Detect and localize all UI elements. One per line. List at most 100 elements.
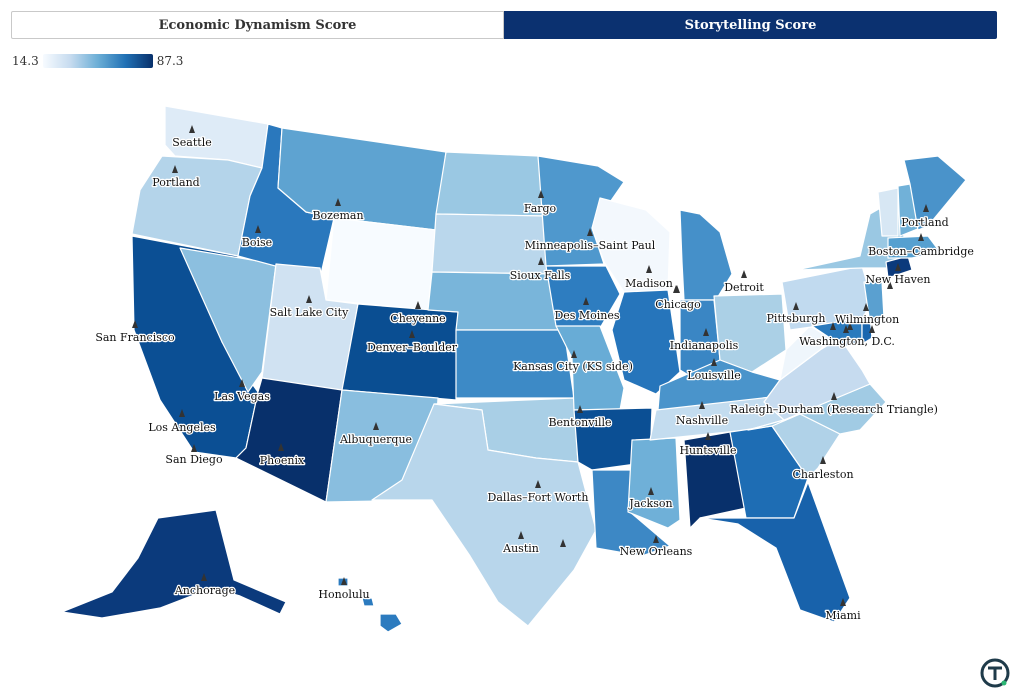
city-label: Boston–Cambridge bbox=[868, 245, 974, 258]
city-marker-icon[interactable] bbox=[583, 297, 589, 305]
city-label: Kansas City (KS side) bbox=[513, 360, 633, 373]
city-marker-icon[interactable] bbox=[830, 322, 836, 330]
city-label: Minneapolis–Saint Paul bbox=[525, 239, 656, 252]
city-label: Nashville bbox=[676, 414, 728, 427]
city-label: Phoenix bbox=[260, 454, 305, 467]
city-marker-icon[interactable] bbox=[538, 190, 544, 198]
state-maine[interactable] bbox=[903, 155, 967, 231]
city-marker-icon[interactable] bbox=[705, 432, 711, 440]
city-label: Los Angeles bbox=[148, 421, 216, 434]
state-hawaii-big-island[interactable] bbox=[379, 613, 403, 633]
city-marker-icon[interactable] bbox=[172, 165, 178, 173]
state-wyoming[interactable] bbox=[325, 217, 437, 311]
city-label: Salt Lake City bbox=[270, 306, 349, 319]
tab-storytelling[interactable]: Storytelling Score bbox=[504, 11, 997, 39]
city-marker-icon[interactable] bbox=[699, 401, 705, 409]
city-label: Portland bbox=[901, 216, 948, 229]
city-marker-icon[interactable] bbox=[255, 225, 261, 233]
city-label: Louisville bbox=[687, 369, 740, 382]
city-marker-icon[interactable] bbox=[869, 325, 875, 333]
city-label: Detroit bbox=[724, 281, 764, 294]
city-label: Fargo bbox=[524, 202, 557, 215]
city-marker-icon[interactable] bbox=[820, 456, 826, 464]
city-marker-icon[interactable] bbox=[847, 322, 853, 330]
city-marker-icon[interactable] bbox=[560, 539, 566, 547]
city-marker-icon[interactable] bbox=[179, 409, 185, 417]
score-tabs: Economic Dynamism Score Storytelling Sco… bbox=[11, 11, 997, 39]
state-alabama[interactable] bbox=[683, 431, 747, 529]
city-label: Cheyenne bbox=[390, 312, 445, 325]
city-marker-icon[interactable] bbox=[535, 480, 541, 488]
city-marker-icon[interactable] bbox=[648, 487, 654, 495]
city-marker-icon[interactable] bbox=[653, 535, 659, 543]
city-label: Bentonville bbox=[548, 416, 611, 429]
city-label: San Diego bbox=[165, 453, 223, 466]
city-marker-icon[interactable] bbox=[189, 125, 195, 133]
city-marker-icon[interactable] bbox=[571, 350, 577, 358]
city-marker-icon[interactable] bbox=[577, 405, 583, 413]
state-ohio[interactable] bbox=[713, 293, 787, 373]
city-label: Des Moines bbox=[554, 309, 619, 322]
city-marker-icon[interactable] bbox=[587, 228, 593, 236]
state-alaska[interactable] bbox=[61, 509, 287, 619]
city-label: New Haven bbox=[865, 273, 930, 286]
tab-economic-dynamism[interactable]: Economic Dynamism Score bbox=[11, 11, 504, 39]
color-legend: 14.3 87.3 bbox=[12, 53, 183, 69]
city-marker-icon[interactable] bbox=[239, 379, 245, 387]
city-marker-icon[interactable] bbox=[887, 281, 893, 289]
city-label: Austin bbox=[502, 542, 539, 555]
states bbox=[61, 105, 967, 633]
city-marker-icon[interactable] bbox=[132, 320, 138, 328]
city-marker-icon[interactable] bbox=[673, 285, 679, 293]
city-label: Madison bbox=[625, 277, 673, 290]
city-label: Washington, D.C. bbox=[799, 335, 895, 348]
city-markers bbox=[132, 125, 929, 606]
city-marker-icon[interactable] bbox=[191, 444, 197, 452]
city-label: Miami bbox=[825, 609, 861, 622]
city-marker-icon[interactable] bbox=[409, 330, 415, 338]
state-florida[interactable] bbox=[699, 481, 851, 623]
city-marker-icon[interactable] bbox=[278, 443, 284, 451]
city-marker-icon[interactable] bbox=[711, 358, 717, 366]
state-michigan[interactable] bbox=[679, 209, 733, 301]
city-marker-icon[interactable] bbox=[831, 392, 837, 400]
city-marker-icon[interactable] bbox=[518, 531, 524, 539]
city-marker-icon[interactable] bbox=[863, 303, 869, 311]
city-label: Jackson bbox=[628, 497, 672, 510]
city-label: Chicago bbox=[655, 298, 701, 311]
city-label: Honolulu bbox=[318, 588, 369, 601]
city-marker-icon[interactable] bbox=[341, 577, 347, 585]
city-label: Sioux Falls bbox=[510, 269, 571, 282]
brand-logo-icon bbox=[980, 658, 1010, 688]
city-marker-icon[interactable] bbox=[843, 325, 849, 333]
state-hawaii-maui[interactable] bbox=[361, 597, 375, 607]
city-marker-icon[interactable] bbox=[646, 265, 652, 273]
city-label: Denver–Boulder bbox=[367, 341, 458, 354]
city-marker-icon[interactable] bbox=[895, 263, 901, 271]
legend-gradient-bar bbox=[42, 54, 153, 68]
city-label: Charleston bbox=[792, 468, 853, 481]
city-label: Huntsville bbox=[679, 444, 736, 457]
legend-min-label: 14.3 bbox=[12, 54, 39, 68]
city-marker-icon[interactable] bbox=[201, 573, 207, 581]
state-illinois[interactable] bbox=[611, 289, 681, 395]
city-label: Wilmington bbox=[835, 313, 899, 326]
state-iowa[interactable] bbox=[545, 265, 621, 329]
city-marker-icon[interactable] bbox=[918, 233, 924, 241]
state-mississippi[interactable] bbox=[627, 437, 681, 529]
city-marker-icon[interactable] bbox=[840, 598, 846, 606]
city-marker-icon[interactable] bbox=[538, 257, 544, 265]
city-marker-icon[interactable] bbox=[741, 270, 747, 278]
city-marker-icon[interactable] bbox=[306, 295, 312, 303]
city-marker-icon[interactable] bbox=[793, 302, 799, 310]
state-colorado[interactable] bbox=[341, 303, 459, 401]
city-marker-icon[interactable] bbox=[703, 328, 709, 336]
city-marker-icon[interactable] bbox=[335, 198, 341, 206]
state-texas[interactable] bbox=[371, 403, 597, 627]
state-vermont[interactable] bbox=[877, 187, 899, 237]
city-label: San Francisco bbox=[95, 331, 175, 344]
city-marker-icon[interactable] bbox=[415, 301, 421, 309]
city-marker-icon[interactable] bbox=[923, 204, 929, 212]
city-marker-icon[interactable] bbox=[373, 422, 379, 430]
